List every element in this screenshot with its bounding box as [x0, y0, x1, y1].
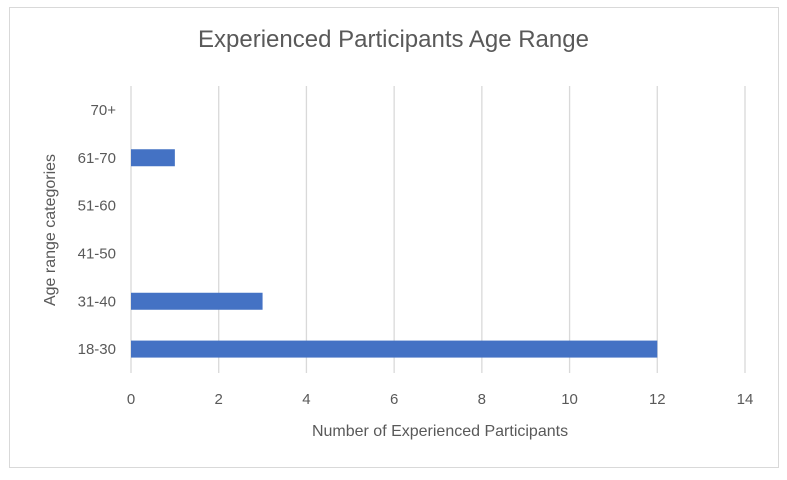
x-tick-labels: 0 2 4 6 8 10 12 14 [127, 391, 754, 408]
y-tick-labels: 18-30 31-40 41-50 51-60 61-70 70+ [78, 102, 117, 358]
x-tick-label-5: 10 [561, 391, 578, 408]
bar-31-40 [131, 292, 263, 310]
y-axis-title: Age range categories [42, 154, 59, 306]
y-tick-label-3: 51-60 [78, 198, 116, 215]
gridlines [130, 86, 746, 373]
x-tick-label-2: 4 [302, 391, 310, 408]
bar-61-70 [131, 149, 175, 167]
y-tick-label-4: 61-70 [78, 150, 116, 167]
x-tick-label-6: 12 [649, 391, 666, 408]
chart-title: Experienced Participants Age Range [198, 26, 589, 53]
x-tick-label-7: 14 [737, 391, 754, 408]
bar-18-30 [131, 340, 658, 358]
bars [131, 149, 658, 358]
y-tick-label-1: 31-40 [78, 293, 116, 310]
y-tick-label-0: 18-30 [78, 341, 116, 358]
x-axis-title: Number of Experienced Participants [312, 423, 568, 440]
x-tick-label-1: 2 [215, 391, 223, 408]
x-tick-label-4: 8 [478, 391, 486, 408]
y-tick-label-5: 70+ [91, 102, 117, 119]
y-tick-label-2: 41-50 [78, 245, 116, 262]
x-tick-label-0: 0 [127, 391, 135, 408]
x-tick-label-3: 6 [390, 391, 398, 408]
